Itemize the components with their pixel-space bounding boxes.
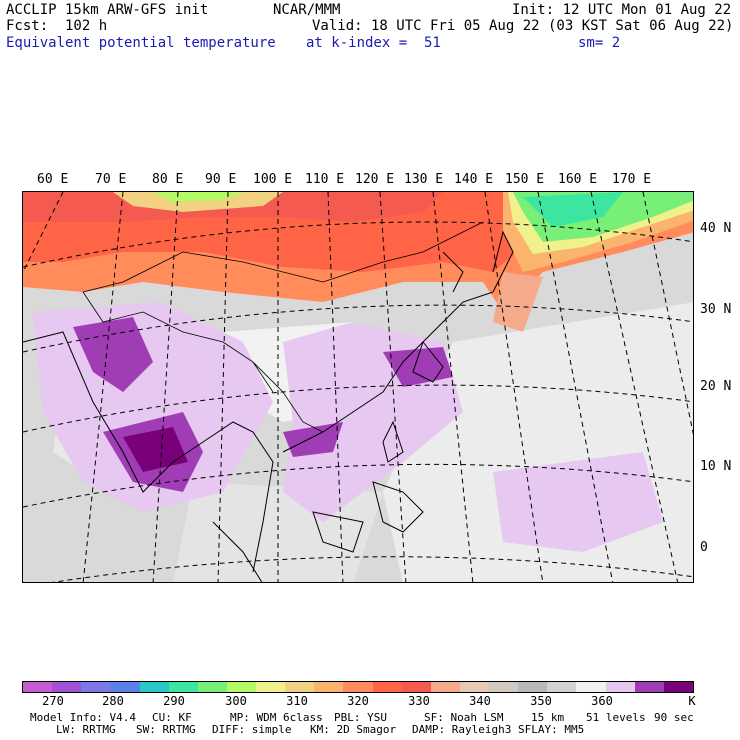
vertical-level: at k-index = 51 [306, 35, 441, 51]
colorbar-label: 290 [163, 694, 185, 708]
colorbar-label: 320 [347, 694, 369, 708]
borders [82, 221, 484, 433]
colorbar-swatch [256, 682, 286, 692]
smoothing: sm= 2 [578, 35, 621, 51]
theta-e-360-plus [493, 452, 663, 552]
theta-e-310-band [153, 192, 243, 202]
colorbar-swatch [518, 682, 548, 692]
lon-label: 170 E [612, 172, 652, 187]
colorbar-swatch [52, 682, 82, 692]
lat-label: 30 N [700, 302, 732, 317]
colorbar-label: 340 [469, 694, 491, 708]
lon-label: 120 E [355, 172, 395, 187]
colorbar-swatch [663, 682, 693, 692]
microphysics-scheme: MP: WDM 6class [230, 711, 323, 724]
diffusion-option: DIFF: simple [212, 723, 292, 736]
colorbar-swatch [110, 682, 140, 692]
colorbar-swatch [285, 682, 315, 692]
theta-e-map [23, 192, 693, 582]
shortwave-scheme: SW: RRTMG [136, 723, 196, 736]
timestep: 90 sec [654, 711, 694, 724]
eddy-coefficient: KM: 2D Smagor [310, 723, 397, 736]
colorbar-swatch [81, 682, 111, 692]
valid-time: Valid: 18 UTC Fri 05 Aug 22 (03 KST Sat … [312, 18, 734, 34]
organization: NCAR/MMM [273, 2, 341, 18]
lon-label: 150 E [505, 172, 545, 187]
variable-name: Equivalent potential temperature [6, 35, 276, 51]
theta-e-380-core [123, 427, 188, 472]
colorbar-label: 330 [408, 694, 430, 708]
lon-label: 90 E [205, 172, 237, 187]
colorbar-swatch [576, 682, 606, 692]
coastlines [23, 230, 514, 582]
lon-label: 80 E [152, 172, 184, 187]
lon-label: 60 E [37, 172, 69, 187]
colorbar-swatch [489, 682, 519, 692]
lon-label: 130 E [404, 172, 444, 187]
lat-label: 0 [700, 540, 708, 555]
theta-e-300-band [523, 192, 623, 227]
colorbar-label: 360 [591, 694, 613, 708]
colorbar-swatch [226, 682, 256, 692]
graticule [23, 192, 693, 582]
lon-label: 140 E [454, 172, 494, 187]
colorbar-swatch [314, 682, 344, 692]
colorbar-swatch [197, 682, 227, 692]
colorbar-swatch [168, 682, 198, 692]
colorbar-swatch [401, 682, 431, 692]
colorbar-swatch [547, 682, 577, 692]
colorbar-swatch [459, 682, 489, 692]
theta-e-320-band [113, 192, 283, 212]
colorbar-swatch [343, 682, 373, 692]
damping-option: DAMP: Rayleigh3 [412, 723, 512, 736]
colorbar [22, 681, 694, 693]
colorbar-swatch [430, 682, 460, 692]
lat-label: 10 N [700, 459, 732, 474]
colorbar-swatch [139, 682, 169, 692]
theta-e-370-core [283, 422, 343, 457]
lon-label: 70 E [95, 172, 127, 187]
colorbar-label: 270 [42, 694, 64, 708]
lon-label: 160 E [558, 172, 598, 187]
lon-label: 110 E [305, 172, 345, 187]
forecast-hour: Fcst: 102 h [6, 18, 108, 34]
model-info: Model Info: V4.4 [30, 711, 136, 724]
lat-label: 40 N [700, 221, 732, 236]
theta-e-370-core [73, 317, 153, 392]
theta-e-340-band [493, 272, 543, 332]
surface-layer-scheme: SFLAY: MM5 [518, 723, 585, 736]
colorbar-unit: K [688, 694, 696, 708]
map-panel [22, 191, 694, 583]
colorbar-label: 280 [102, 694, 124, 708]
colorbar-label: 350 [530, 694, 552, 708]
grid-resolution: 15 km [531, 711, 565, 724]
cumulus-scheme: CU: KF [152, 711, 192, 724]
colorbar-swatch [372, 682, 402, 692]
lat-label: 20 N [700, 379, 732, 394]
surface-scheme: SF: Noah LSM [424, 711, 504, 724]
colorbar-swatch [605, 682, 635, 692]
model-title: ACCLIP 15km ARW-GFS init [6, 2, 209, 18]
colorbar-swatch [23, 682, 53, 692]
longwave-scheme: LW: RRTMG [56, 723, 116, 736]
init-time: Init: 12 UTC Mon 01 Aug 22 [512, 2, 732, 18]
vertical-levels: 51 levels [586, 711, 646, 724]
lon-label: 100 E [253, 172, 293, 187]
colorbar-label: 300 [225, 694, 247, 708]
colorbar-swatch [634, 682, 664, 692]
colorbar-label: 310 [286, 694, 308, 708]
pbl-scheme: PBL: YSU [334, 711, 387, 724]
